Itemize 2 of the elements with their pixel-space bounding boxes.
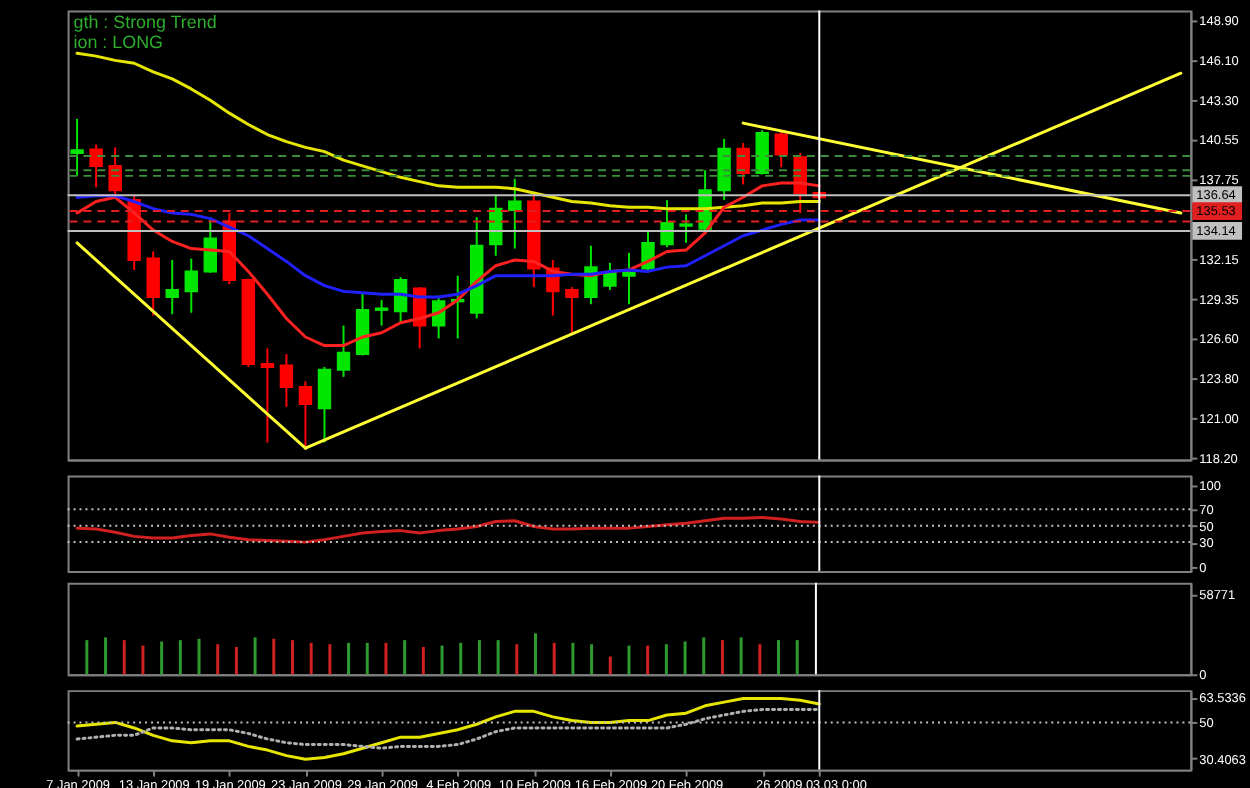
annotation: ion : LONG xyxy=(73,32,164,53)
annotation: gth : Strong Trend xyxy=(73,12,217,33)
